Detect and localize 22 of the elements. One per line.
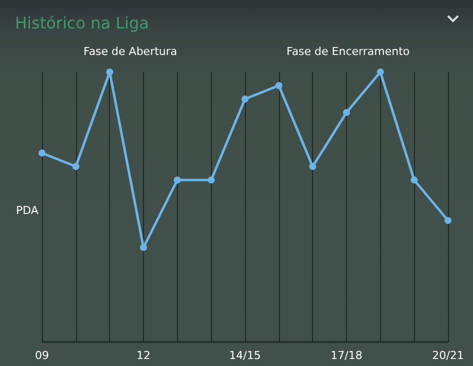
- point: [72, 163, 80, 170]
- point: [38, 150, 46, 156]
- y-axis-title: PDA: [16, 204, 39, 217]
- chart-title: Histórico na Liga: [15, 14, 149, 32]
- point: [309, 163, 316, 170]
- point: [275, 82, 282, 89]
- point: [140, 244, 147, 251]
- point: [208, 176, 215, 184]
- x-tick-label: 12: [136, 349, 150, 362]
- x-tick-label: 20/21: [432, 349, 464, 362]
- x-tick-label: 09: [35, 349, 49, 362]
- point: [410, 176, 418, 184]
- text: Fase de Abertura: [84, 45, 178, 58]
- x-tick-label: 17/18: [330, 349, 362, 362]
- point: [242, 96, 248, 102]
- text: Fase de Encerramento: [286, 45, 410, 58]
- point: [343, 109, 350, 116]
- x-tick-label: 14/15: [229, 349, 261, 362]
- point: [444, 217, 452, 224]
- point: [376, 68, 384, 76]
- point: [106, 68, 114, 76]
- point: [174, 176, 181, 184]
